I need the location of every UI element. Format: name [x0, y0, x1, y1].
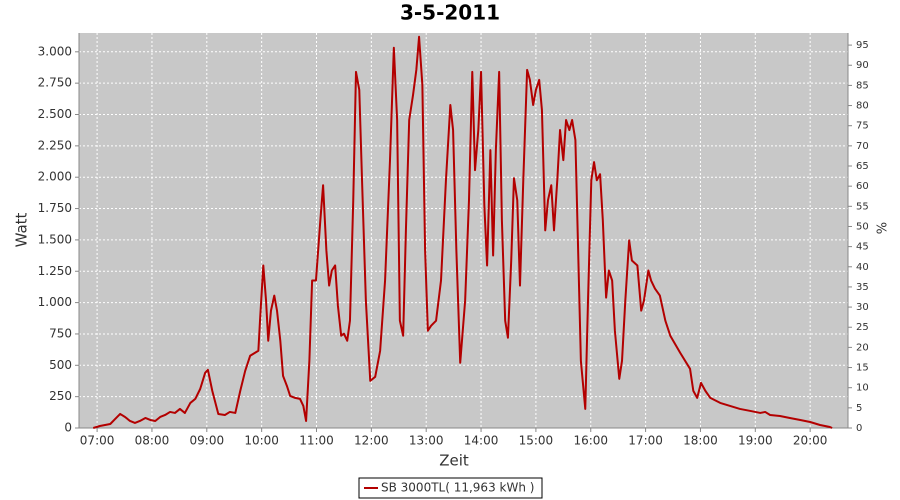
x-tick-label: 18:00	[683, 434, 718, 448]
y2-tick-label: 70	[856, 141, 869, 152]
y-tick-label: 1.000	[38, 295, 72, 309]
chart-title: 3-5-2011	[400, 1, 500, 25]
x-tick-label: 10:00	[244, 434, 279, 448]
legend-box	[358, 477, 543, 499]
x-tick-label: 11:00	[299, 434, 334, 448]
y-tick-label: 1.500	[38, 232, 72, 246]
y-tick-label: 500	[49, 358, 72, 372]
y-tick-label: 2.500	[38, 107, 72, 121]
y-tick-label: 750	[49, 326, 72, 340]
x-tick-label: 08:00	[135, 434, 170, 448]
x-tick-label: 07:00	[80, 434, 115, 448]
y-axis-label: Watt	[13, 212, 31, 247]
y-tick-label: 250	[49, 389, 72, 403]
y-tick-label: 3.000	[38, 44, 72, 58]
y-tick-label: 2.750	[38, 76, 72, 90]
y2-tick-label: 5	[856, 403, 862, 414]
y2-tick-label: 90	[856, 60, 869, 71]
y2-axis-label: %	[876, 222, 891, 234]
y2-tick-label: 40	[856, 262, 869, 273]
y-tick-label: 1.750	[38, 201, 72, 215]
y2-tick-label: 80	[856, 101, 869, 112]
y-tick-label: 1.250	[38, 264, 72, 278]
plot-area	[79, 33, 848, 428]
y2-tick-label: 10	[856, 383, 869, 394]
y2-tick-label: 85	[856, 80, 869, 91]
y2-tick-label: 55	[856, 201, 869, 212]
series-line	[92, 35, 833, 429]
legend-label: SB 3000TL( 11,963 kWh )	[381, 481, 534, 495]
x-tick-label: 16:00	[573, 434, 608, 448]
x-tick-label: 09:00	[190, 434, 225, 448]
y2-tick-label: 0	[856, 423, 862, 434]
x-tick-label: 15:00	[519, 434, 554, 448]
y2-tick-label: 20	[856, 342, 869, 353]
x-tick-label: 19:00	[738, 434, 773, 448]
y2-tick-label: 95	[856, 40, 869, 51]
y-tick-label: 2.000	[38, 170, 72, 184]
y-tick-label: 2.250	[38, 138, 72, 152]
y2-tick-label: 50	[856, 221, 869, 232]
y2-tick-label: 30	[856, 302, 869, 313]
y2-tick-label: 35	[856, 282, 869, 293]
x-tick-label: 12:00	[354, 434, 389, 448]
y2-tick-label: 60	[856, 181, 869, 192]
x-tick-label: 17:00	[628, 434, 663, 448]
x-tick-label: 20:00	[793, 434, 828, 448]
x-tick-label: 13:00	[409, 434, 444, 448]
y2-tick-label: 65	[856, 161, 869, 172]
y2-tick-label: 45	[856, 242, 869, 253]
y2-tick-label: 25	[856, 322, 869, 333]
y-tick-label: 0	[64, 421, 72, 435]
x-axis-label: Zeit	[439, 452, 469, 470]
x-tick-label: 14:00	[464, 434, 499, 448]
y2-tick-label: 15	[856, 363, 869, 374]
y2-tick-label: 75	[856, 121, 869, 132]
